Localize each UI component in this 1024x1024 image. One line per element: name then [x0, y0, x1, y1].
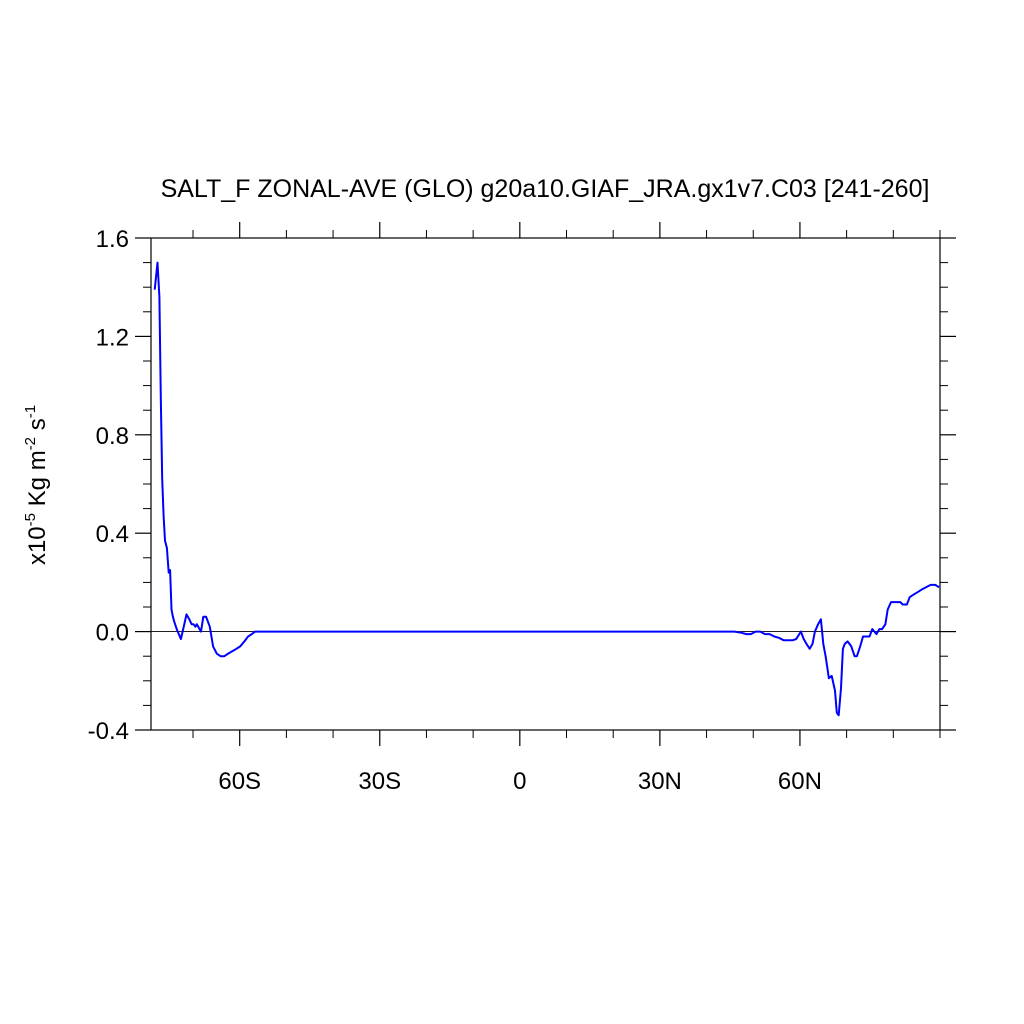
y-axis-label-unit-kg: Kg m	[24, 450, 51, 513]
y-tick-label-3: 0.8	[96, 423, 129, 450]
y-tick-label-4: 1.2	[96, 324, 129, 351]
x-tick-label-4: 60N	[778, 768, 822, 795]
y-tick-label-0: -0.4	[88, 718, 129, 745]
y-axis-label-unit-s: s	[24, 418, 51, 437]
y-axis-label-exp-3: -1	[22, 405, 39, 418]
x-tick-label-3: 30N	[638, 768, 682, 795]
plot-frame	[150, 237, 941, 731]
y-axis-label-exp-2: -2	[22, 437, 39, 450]
axis-ticks	[135, 222, 956, 746]
y-axis-label: x10-5 Kg m-2 s-1	[22, 405, 51, 565]
y-tick-label-2: 0.4	[96, 521, 129, 548]
x-tick-label-0: 60S	[218, 768, 261, 795]
y-axis-label-prefix: x10	[24, 526, 51, 565]
chart-title: SALT_F ZONAL-AVE (GLO) g20a10.GIAF_JRA.g…	[161, 175, 930, 203]
series-layer	[153, 261, 940, 717]
tick-labels: -0.4 0.0 0.4 0.8 1.2 1.6 60S 30S 0 30N 60N	[88, 226, 822, 795]
x-tick-label-2: 0	[513, 768, 526, 795]
series-line-0	[153, 261, 940, 717]
y-axis-label-exp-1: -5	[22, 513, 39, 526]
y-tick-label-5: 1.6	[96, 226, 129, 253]
y-tick-label-1: 0.0	[96, 620, 129, 647]
x-tick-label-1: 30S	[358, 768, 401, 795]
